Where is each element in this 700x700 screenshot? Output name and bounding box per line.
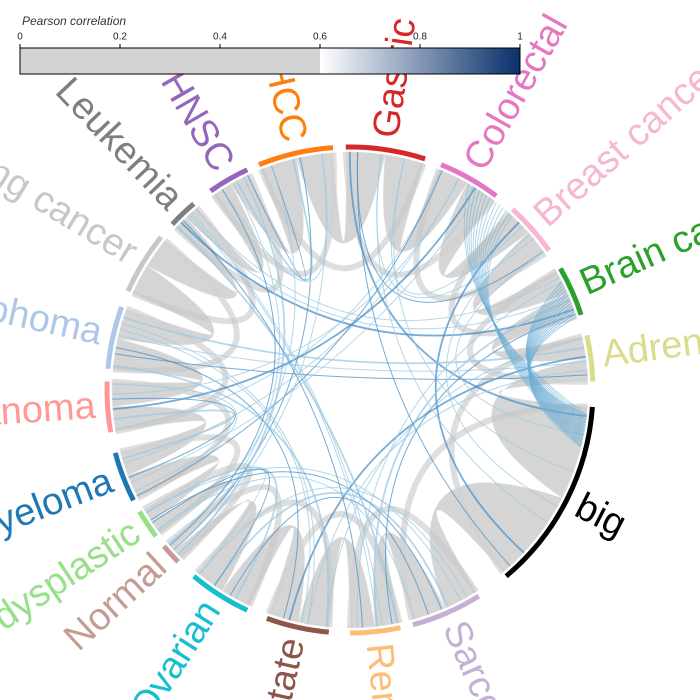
correlation-line bbox=[180, 221, 575, 337]
ribbon bbox=[258, 162, 427, 272]
group-arc bbox=[510, 207, 552, 253]
correlation-line bbox=[123, 178, 460, 465]
correlation-line bbox=[229, 497, 429, 615]
correlation-line bbox=[169, 189, 276, 546]
ribbon bbox=[491, 358, 589, 499]
colorbar-gray bbox=[20, 48, 320, 74]
correlation-line bbox=[145, 467, 462, 601]
correlation-line bbox=[199, 487, 468, 598]
group-label: Renal bbox=[358, 641, 410, 700]
correlation-line bbox=[150, 471, 443, 610]
group-arc bbox=[192, 574, 249, 613]
correlation-line bbox=[195, 208, 560, 322]
correlation-line bbox=[434, 221, 525, 554]
correlation-line bbox=[112, 383, 238, 492]
correlation-line bbox=[356, 281, 563, 628]
correlation-line bbox=[247, 165, 306, 281]
correlation-line bbox=[188, 214, 378, 627]
colorbar-tick-label: 0.4 bbox=[213, 32, 227, 43]
colorbar-frame bbox=[19, 47, 521, 75]
correlation-line bbox=[113, 409, 235, 460]
correlation-line bbox=[173, 182, 281, 551]
correlation-line bbox=[348, 151, 587, 418]
correlation-line bbox=[356, 152, 544, 303]
correlation-line bbox=[176, 225, 398, 624]
group-arc bbox=[161, 544, 180, 564]
group-arc bbox=[345, 144, 426, 162]
correlation-line bbox=[373, 299, 571, 627]
group-arc bbox=[137, 510, 158, 538]
group-label: Melanoma bbox=[0, 385, 98, 439]
colorbar-tick-label: 0 bbox=[17, 32, 23, 43]
group-label: Lymphoma bbox=[0, 272, 107, 354]
group-arc bbox=[584, 334, 596, 382]
colorbar-tick-label: 0.6 bbox=[313, 32, 327, 43]
group-label: Adrenal bbox=[600, 317, 700, 376]
group-arc bbox=[112, 452, 136, 502]
correlation-line bbox=[177, 176, 286, 556]
correlation-line bbox=[157, 476, 416, 620]
correlation-line bbox=[393, 158, 574, 473]
correlation-line bbox=[136, 170, 443, 497]
correlation-line bbox=[112, 397, 236, 479]
correlation-line bbox=[376, 153, 548, 524]
correlation-line bbox=[186, 216, 569, 330]
group-arc bbox=[125, 235, 164, 293]
ribbon bbox=[127, 454, 220, 522]
correlation-line bbox=[528, 316, 582, 448]
group-label: big bbox=[569, 485, 633, 545]
group-arc bbox=[258, 145, 334, 168]
correlation-line bbox=[115, 170, 443, 430]
group-arc bbox=[170, 201, 196, 226]
correlation-line bbox=[213, 492, 449, 608]
group-arc bbox=[504, 406, 595, 579]
group-arc bbox=[558, 267, 584, 316]
correlation-line bbox=[221, 153, 328, 282]
correlation-line bbox=[113, 365, 330, 627]
group-label: Prostate bbox=[242, 634, 314, 700]
ribbon bbox=[296, 151, 386, 244]
group-label: Sarcoma bbox=[434, 615, 533, 700]
group-label: Colorectal bbox=[456, 8, 577, 178]
correlation-line bbox=[173, 157, 312, 551]
correlation-line bbox=[130, 190, 481, 483]
ribbon bbox=[429, 482, 563, 609]
correlation-line bbox=[487, 215, 582, 448]
correlation-line bbox=[112, 178, 460, 395]
correlation-line bbox=[157, 469, 266, 575]
correlation-line bbox=[385, 313, 576, 625]
colorbar-title: Pearson correlation bbox=[22, 14, 126, 28]
group-arc bbox=[104, 381, 114, 433]
group-arc bbox=[412, 593, 481, 628]
correlation-line bbox=[121, 322, 315, 625]
colorbar-tick-label: 0.2 bbox=[113, 32, 127, 43]
group-arc bbox=[105, 306, 125, 370]
correlation-line bbox=[455, 250, 584, 436]
correlation-line bbox=[235, 158, 313, 282]
group-arc bbox=[349, 625, 402, 636]
colorbar-tick-label: 0.8 bbox=[413, 32, 427, 43]
colorbar-tick-label: 1 bbox=[517, 32, 523, 43]
correlation-line bbox=[112, 187, 477, 410]
correlation-line bbox=[325, 338, 583, 627]
group-arc bbox=[209, 167, 249, 194]
correlation-line bbox=[182, 220, 363, 628]
colorbar-gradient bbox=[320, 48, 520, 74]
correlation-line bbox=[168, 165, 296, 545]
group-arc bbox=[266, 615, 330, 635]
correlation-line bbox=[191, 212, 383, 626]
correlation-line bbox=[115, 347, 299, 619]
group-label: Breast cancer bbox=[526, 48, 700, 235]
correlation-line bbox=[356, 152, 511, 567]
group-arc bbox=[440, 162, 498, 198]
correlation-line bbox=[119, 328, 311, 624]
